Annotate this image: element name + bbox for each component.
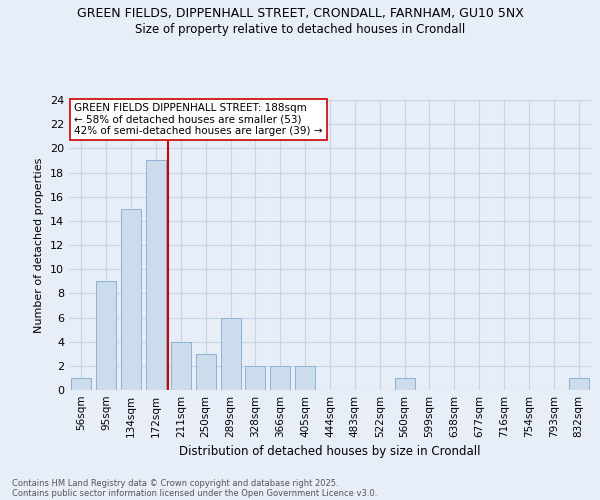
- Bar: [71, 378, 91, 390]
- Text: Contains HM Land Registry data © Crown copyright and database right 2025.: Contains HM Land Registry data © Crown c…: [12, 478, 338, 488]
- Text: Size of property relative to detached houses in Crondall: Size of property relative to detached ho…: [135, 22, 465, 36]
- Bar: [295, 366, 315, 390]
- Bar: [271, 366, 290, 390]
- Bar: [146, 160, 166, 390]
- Text: GREEN FIELDS, DIPPENHALL STREET, CRONDALL, FARNHAM, GU10 5NX: GREEN FIELDS, DIPPENHALL STREET, CRONDAL…: [77, 8, 523, 20]
- Text: GREEN FIELDS DIPPENHALL STREET: 188sqm
← 58% of detached houses are smaller (53): GREEN FIELDS DIPPENHALL STREET: 188sqm ←…: [74, 103, 323, 136]
- Bar: [245, 366, 265, 390]
- Bar: [97, 281, 116, 390]
- Y-axis label: Number of detached properties: Number of detached properties: [34, 158, 44, 332]
- Text: Contains public sector information licensed under the Open Government Licence v3: Contains public sector information licen…: [12, 488, 377, 498]
- Bar: [121, 209, 141, 390]
- Bar: [569, 378, 589, 390]
- Bar: [395, 378, 415, 390]
- Bar: [196, 354, 215, 390]
- X-axis label: Distribution of detached houses by size in Crondall: Distribution of detached houses by size …: [179, 446, 481, 458]
- Bar: [221, 318, 241, 390]
- Bar: [171, 342, 191, 390]
